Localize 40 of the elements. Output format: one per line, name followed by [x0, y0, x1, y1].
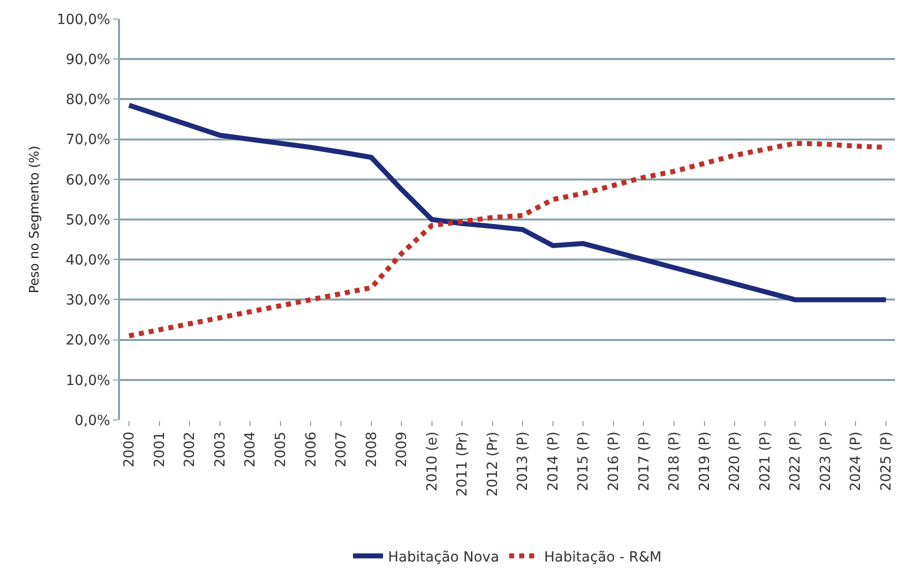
x-tick-label: 2009	[394, 432, 410, 468]
y-tick-label: 40,0%	[66, 252, 110, 268]
x-tick-label: 2016 (P)	[606, 432, 622, 492]
x-tick-label: 2008	[364, 432, 380, 468]
x-tick-label: 2005	[273, 432, 289, 468]
x-tick-label: 2002	[182, 432, 198, 468]
x-tick-label: 2025 (P)	[878, 432, 894, 492]
x-tick-label: 2012 (Pr)	[484, 432, 501, 497]
legend-label: Habitação Nova	[388, 549, 500, 566]
x-tick-label: 2019 (P)	[696, 432, 713, 492]
x-tick-label: 2017 (P)	[636, 432, 652, 492]
y-tick-label: 70,0%	[66, 132, 110, 148]
y-tick-label: 90,0%	[66, 52, 110, 68]
x-tick-label: 2024 (P)	[848, 432, 864, 492]
x-tick-label: 2014 (P)	[545, 432, 562, 492]
x-tick-label: 2018 (P)	[666, 432, 683, 492]
y-tick-label: 100,0%	[56, 12, 110, 28]
y-tick-label: 50,0%	[66, 212, 110, 228]
x-tick-label: 2004	[242, 432, 259, 468]
x-tick-label: 2020 (P)	[727, 432, 744, 492]
y-tick-label: 0,0%	[74, 412, 110, 429]
x-tick-label: 2000	[122, 432, 138, 468]
y-axis-title: Peso no Segmento (%)	[27, 146, 42, 294]
y-tick-label: 20,0%	[66, 332, 110, 349]
y-tick-label: 60,0%	[66, 172, 110, 188]
y-tick-label: 80,0%	[66, 92, 110, 108]
x-tick-label: 2011 (Pr)	[454, 432, 471, 497]
x-tick-label: 2022 (P)	[788, 432, 804, 492]
x-tick-label: 2001	[152, 432, 168, 468]
x-tick-label: 2006	[303, 432, 320, 468]
legend-label: Habitação - R&M	[544, 549, 662, 566]
x-tick-label: 2013 (P)	[515, 432, 532, 492]
y-tick-label: 10,0%	[66, 372, 110, 389]
x-tick-label: 2021 (P)	[757, 432, 774, 492]
x-tick-label: 2010 (e)	[424, 432, 440, 492]
x-tick-label: 2015 (P)	[576, 432, 592, 492]
x-tick-label: 2023 (P)	[818, 432, 834, 492]
x-tick-label: 2007	[334, 432, 350, 468]
y-tick-label: 30,0%	[66, 292, 110, 309]
x-tick-label: 2003	[212, 432, 228, 468]
